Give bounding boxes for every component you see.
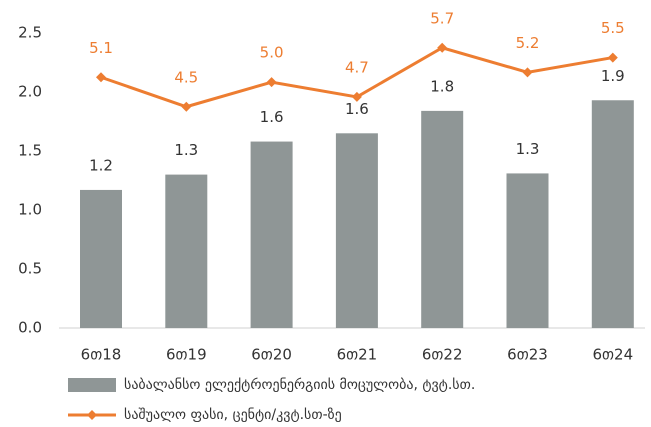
line-label: 5.7	[430, 9, 454, 27]
bar	[506, 173, 549, 328]
legend-label: საშუალო ფასი, ცენტი/კვტ.სთ-ზე	[124, 407, 342, 423]
line-marker	[351, 91, 362, 102]
y-tick-label: 2.0	[18, 83, 42, 101]
line-marker	[437, 42, 448, 53]
x-tick-label: 6თ18	[81, 346, 122, 364]
line-marker	[266, 77, 277, 88]
x-tick-label: 6თ19	[166, 346, 207, 364]
line-marker	[522, 67, 533, 78]
y-tick-label: 1.5	[18, 142, 42, 160]
x-tick-label: 6თ24	[592, 346, 633, 364]
line-marker	[96, 72, 106, 83]
line-marker	[607, 52, 618, 63]
bar-label: 1.6	[260, 108, 284, 126]
y-tick-label: 2.5	[18, 24, 42, 42]
x-tick-label: 6თ20	[251, 346, 292, 364]
line-label: 5.2	[516, 34, 540, 52]
legend-label: საბალანსო ელექტროენერგიის მოცულობა, ტვტ.…	[124, 376, 475, 393]
x-tick-label: 6თ23	[507, 346, 548, 364]
bar-label: 1.6	[345, 100, 369, 118]
bar	[335, 133, 378, 328]
bar-label: 1.9	[601, 67, 625, 85]
y-tick-label: 1.0	[18, 201, 42, 219]
bar	[250, 141, 293, 328]
line-label: 4.5	[174, 68, 198, 86]
line-label: 5.1	[89, 39, 113, 57]
x-tick-label: 6თ21	[337, 346, 378, 364]
bar-label: 1.3	[174, 141, 198, 159]
line-label: 5.0	[260, 44, 284, 62]
bar-label: 1.2	[89, 156, 113, 174]
bar	[421, 110, 464, 328]
bar-label: 1.3	[516, 140, 540, 158]
line-marker	[181, 101, 192, 112]
bar	[165, 174, 208, 328]
line-label: 4.7	[345, 58, 369, 76]
bar	[591, 100, 634, 328]
bar-label: 1.8	[430, 77, 454, 95]
legend-marker	[87, 410, 97, 420]
y-tick-label: 0.5	[18, 260, 42, 278]
line-label: 5.5	[601, 19, 625, 37]
bar	[80, 189, 122, 328]
x-tick-label: 6თ22	[422, 346, 463, 364]
legend-swatch	[68, 378, 116, 392]
y-tick-label: 0.0	[18, 319, 42, 337]
